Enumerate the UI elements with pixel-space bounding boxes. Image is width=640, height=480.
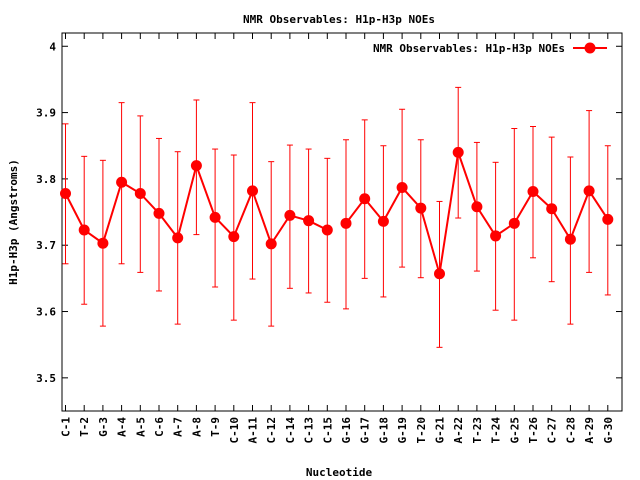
x-tick-label: C-6 [153,417,166,437]
x-tick-label: G-25 [508,417,521,444]
data-point [134,187,146,199]
x-tick-label: A-7 [172,417,185,437]
x-tick-label: T-26 [527,417,540,444]
y-tick-label: 3.8 [36,173,56,186]
data-point [471,201,483,213]
x-axis: C-1 T-2 G-3 A-4 A-5 C-6 A-7 A-8 T-9 C-10 A-11 C-12 C… [60,33,615,444]
data-point [265,238,277,250]
x-tick-label: T-9 [209,417,222,437]
legend: NMR Observables: H1p-H3p NOEs [373,42,607,55]
data-point [527,185,539,197]
y-axis: 3.5 3.6 3.7 3.8 3.9 4 [36,40,622,385]
y-tick-label: 4 [49,40,56,53]
x-tick-label: G-19 [396,417,409,444]
legend-label: NMR Observables: H1p-H3p NOEs [373,42,565,55]
data-point [546,203,558,215]
x-tick-label: G-16 [340,417,353,444]
data-point [209,211,221,223]
data-point [340,217,352,229]
y-tick-label: 3.9 [36,107,56,120]
data-point [303,215,315,227]
x-tick-label: G-3 [97,417,110,437]
data-point [359,193,371,205]
data-point [321,224,333,236]
x-tick-label: C-13 [303,417,316,444]
x-tick-label: C-28 [564,417,577,444]
data-point [602,213,614,225]
x-tick-label: C-1 [60,417,73,437]
x-tick-label: T-2 [78,417,91,437]
x-tick-label: T-24 [490,417,503,444]
data-point [434,268,445,280]
plot-frame [61,32,623,412]
y-axis-label: H1p-H3p (Angstroms) [7,159,20,285]
x-tick-label: C-15 [321,417,334,444]
x-tick-label: C-14 [284,417,297,444]
x-tick-label: A-4 [116,417,129,437]
x-tick-label: G-30 [602,417,615,444]
x-axis-label: Nucleotide [306,466,373,479]
data-point [490,230,502,242]
legend-marker [584,42,596,54]
data-point [415,202,427,214]
data-point [116,176,128,188]
data-point [190,160,202,172]
x-tick-label: A-8 [190,417,203,437]
data-point [153,207,165,219]
x-tick-label: G-18 [377,417,390,444]
x-tick-label: T-23 [471,417,484,444]
chart-title: NMR Observables: H1p-H3p NOEs [243,13,435,26]
data-point [228,231,240,243]
y-tick-label: 3.5 [36,372,56,385]
x-tick-label: A-5 [134,417,147,437]
y-tick-label: 3.7 [36,239,56,252]
y-tick-label: 3.6 [36,306,56,319]
series-points [60,146,614,280]
x-tick-label: G-21 [434,417,447,444]
data-point [247,185,258,197]
data-point [284,209,296,221]
x-tick-label: C-27 [546,417,559,444]
data-point [78,224,90,236]
x-tick-label: A-22 [452,417,465,444]
x-tick-label: C-10 [228,417,241,444]
x-tick-label: G-17 [359,417,372,444]
x-tick-label: A-29 [583,417,596,444]
data-point [508,217,520,229]
series-line [64,152,609,275]
data-point [60,187,71,199]
x-tick-label: T-20 [415,417,428,444]
x-tick-label: A-11 [247,417,260,444]
data-point [452,146,464,158]
error-bars [62,86,611,348]
data-point [564,233,576,245]
data-point [172,232,184,244]
x-tick-label: C-12 [265,417,278,444]
data-point [377,215,389,227]
data-point [396,182,408,194]
data-point [97,237,109,249]
data-point [583,185,595,197]
